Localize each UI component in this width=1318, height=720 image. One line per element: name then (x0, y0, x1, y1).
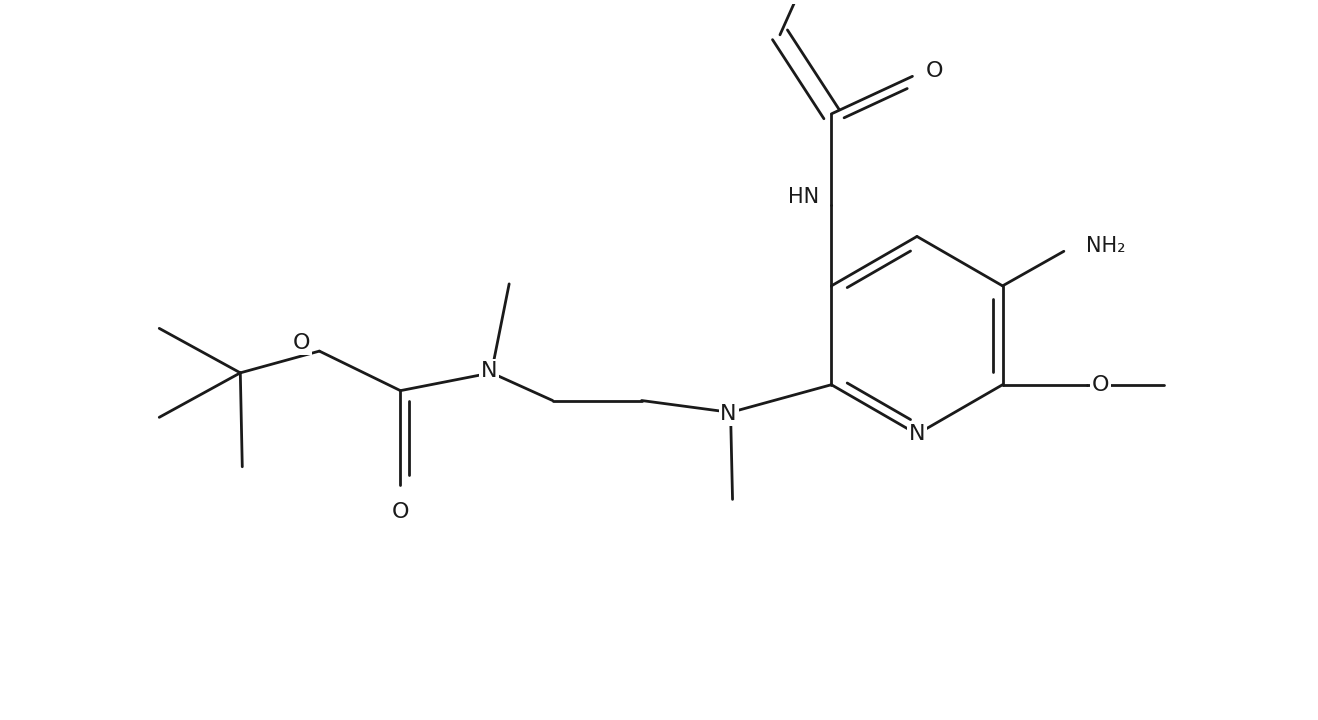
Text: O: O (925, 61, 942, 81)
Text: HN: HN (788, 187, 820, 207)
Text: O: O (1091, 374, 1110, 395)
Text: NH₂: NH₂ (1086, 236, 1126, 256)
Text: N: N (908, 424, 925, 444)
Text: N: N (721, 405, 737, 424)
Text: O: O (391, 503, 409, 522)
Text: N: N (481, 361, 498, 381)
Text: O: O (293, 333, 310, 354)
